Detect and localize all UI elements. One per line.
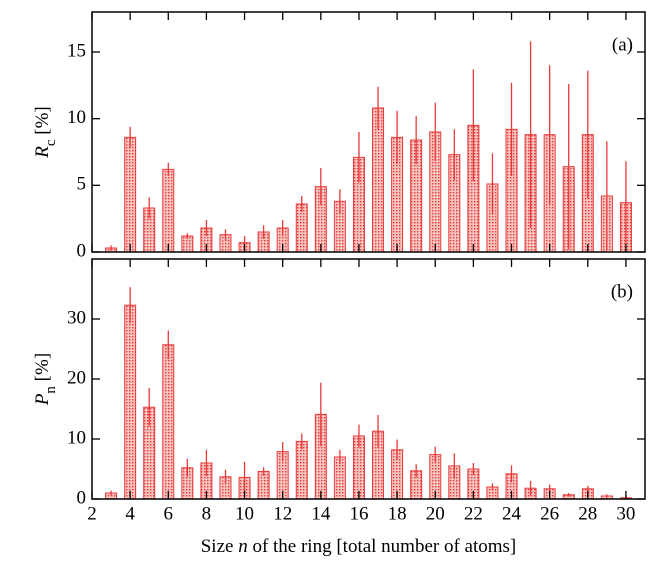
bar (124, 136, 137, 253)
x-axis-label-part: n (238, 536, 248, 557)
x-axis-label: Size n of the ring [total number of atom… (201, 536, 517, 557)
x-tick-label: 4 (125, 503, 135, 524)
panel-label: (b) (611, 281, 633, 302)
y-axis-label-part: R (32, 146, 53, 159)
y-tick-label: 20 (67, 367, 86, 388)
y-tick-label: 5 (77, 174, 87, 195)
axes-frame (91, 11, 646, 253)
x-tick-label: 30 (616, 503, 635, 524)
panel-label: (a) (612, 34, 633, 55)
x-tick-label: 10 (235, 503, 254, 524)
y-axis-label-part: c (43, 139, 59, 146)
x-tick-label: 2 (87, 503, 97, 524)
y-tick-label: 10 (67, 427, 86, 448)
x-tick-label: 14 (311, 503, 331, 524)
axes-frame (91, 258, 646, 500)
x-tick-label: 20 (426, 503, 445, 524)
y-tick-label: 0 (77, 240, 87, 261)
bar (372, 107, 385, 253)
y-axis-label-part: [%] (32, 106, 53, 139)
y-axis-label-part: n (43, 386, 59, 394)
bar (295, 440, 308, 500)
bar (162, 168, 175, 253)
y-axis-label-part: P (32, 393, 53, 406)
x-tick-label: 12 (273, 503, 292, 524)
x-axis-label-part: Size (201, 536, 238, 557)
y-tick-label: 0 (77, 487, 87, 508)
x-tick-label: 6 (164, 503, 174, 524)
y-tick-label: 10 (67, 107, 86, 128)
bar (124, 304, 137, 500)
x-axis-label-part: of the ring [total number of atoms] (248, 536, 517, 557)
y-axis-label-part: [%] (32, 353, 53, 386)
x-tick-label: 8 (202, 503, 212, 524)
bar (162, 344, 175, 500)
x-tick-label: 16 (349, 503, 368, 524)
x-tick-label: 18 (388, 503, 407, 524)
x-tick-label: 26 (540, 503, 559, 524)
y-axis-label: Pn [%] (32, 353, 59, 406)
x-tick-label: 28 (578, 503, 597, 524)
y-tick-label: 30 (67, 307, 86, 328)
x-tick-label: 24 (502, 503, 522, 524)
y-tick-label: 15 (67, 40, 86, 61)
x-tick-label: 22 (464, 503, 483, 524)
y-axis-label: Rc [%] (32, 106, 59, 159)
